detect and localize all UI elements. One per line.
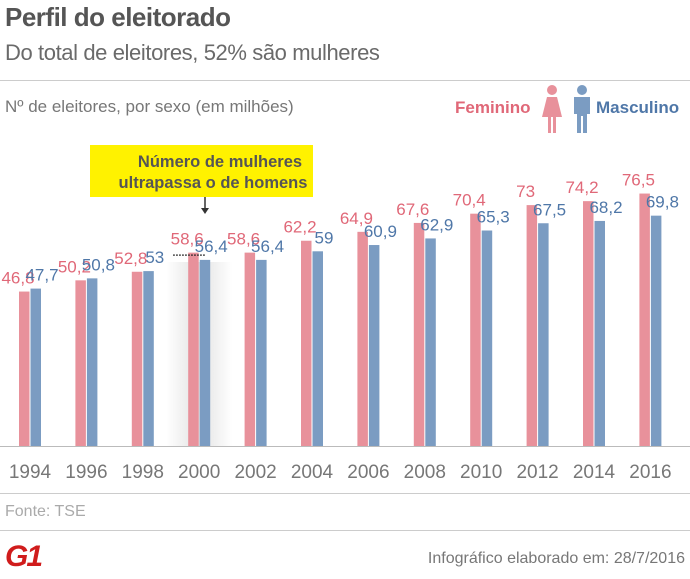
data-label-male: 60,9 — [364, 222, 397, 241]
data-label-male: 68,2 — [589, 198, 622, 217]
x-tick-label: 2008 — [404, 462, 446, 483]
bar-male — [312, 251, 323, 446]
chart-subtitle: Do total de eleitores, 52% são mulheres — [5, 40, 380, 65]
bar-male — [538, 223, 549, 446]
bar-male — [30, 288, 41, 446]
bar-male — [86, 278, 98, 446]
data-label-male: 47,7 — [25, 266, 58, 285]
credit-divider — [0, 530, 690, 531]
header-divider — [0, 80, 690, 81]
bar-male — [481, 230, 493, 446]
footer-divider — [0, 493, 690, 494]
data-label-female: 73 — [516, 182, 535, 201]
bar-male — [594, 220, 605, 446]
bar-female — [75, 280, 86, 446]
data-label-male: 59 — [315, 228, 334, 247]
data-label-female: 62,2 — [283, 218, 316, 237]
annotation-box — [90, 145, 313, 197]
bar-male — [256, 259, 267, 446]
bar-female — [470, 213, 481, 446]
chart-title: Perfil do eleitorado — [5, 2, 231, 32]
data-label-male: 67,5 — [533, 200, 566, 219]
source-note: Fonte: TSE — [5, 503, 86, 520]
data-label-female: 50,2 — [58, 257, 91, 276]
bar-female — [357, 231, 368, 446]
x-tick-label: 1996 — [65, 462, 107, 483]
data-label-male: 50,8 — [82, 255, 115, 274]
data-label-male: 53 — [145, 248, 164, 267]
data-label-female: 74,2 — [565, 178, 598, 197]
data-label-male: 62,9 — [420, 215, 453, 234]
bar-female — [244, 252, 256, 446]
x-tick-label: 2004 — [291, 462, 334, 483]
data-label-male: 56,4 — [251, 237, 284, 256]
bar-female — [131, 271, 143, 446]
axis-caption: Nº de eleitores, por sexo (em milhões) — [5, 97, 294, 116]
data-label-male: 56,4 — [195, 237, 228, 256]
data-label-male: 65,3 — [477, 208, 510, 227]
bar-male — [650, 215, 662, 446]
x-tick-label: 2014 — [573, 462, 616, 483]
x-tick-label: 1998 — [122, 462, 164, 483]
highlight-band — [166, 262, 233, 446]
bar-male — [425, 238, 436, 446]
x-tick-label: 2010 — [460, 462, 502, 483]
female-icon — [542, 85, 562, 133]
data-label-female: 58,6 — [227, 230, 260, 249]
x-tick-label: 2016 — [629, 462, 671, 483]
bar-female — [188, 252, 199, 446]
data-label-female: 64,9 — [340, 209, 373, 228]
bar-female — [583, 201, 594, 446]
annotation-line-2: ultrapassa o de homens — [119, 174, 308, 192]
bar-male — [143, 271, 154, 446]
male-icon — [574, 85, 590, 133]
x-tick-label: 2006 — [347, 462, 389, 483]
data-label-female: 46,8 — [1, 269, 34, 288]
bar-female — [19, 291, 30, 446]
x-tick-label: 1994 — [9, 462, 52, 483]
credit-note: Infográfico elaborado em: 28/7/2016 — [427, 550, 685, 567]
legend-male-label: Masculino — [596, 98, 680, 117]
x-tick-label: 2012 — [516, 462, 558, 483]
bar-female — [526, 205, 538, 446]
legend-female-label: Feminino — [455, 98, 531, 117]
x-tick-label: 2000 — [178, 462, 220, 483]
data-label-female: 76,5 — [622, 171, 655, 190]
x-tick-label: 2002 — [234, 462, 276, 483]
bar-female — [639, 193, 650, 446]
data-label-female: 67,6 — [396, 200, 429, 219]
data-label-female: 52,8 — [114, 249, 147, 268]
bar-male — [368, 245, 380, 446]
data-label-female: 70,4 — [453, 191, 486, 210]
data-label-male: 69,8 — [646, 193, 679, 212]
bar-female — [413, 222, 425, 446]
annotation-arrow-head — [201, 208, 209, 214]
bar-male — [199, 259, 211, 446]
bar-female — [301, 240, 312, 446]
data-label-female: 58,6 — [171, 230, 204, 249]
g1-logo: G1 — [5, 540, 43, 573]
annotation-line-1: Número de mulheres — [138, 153, 302, 171]
